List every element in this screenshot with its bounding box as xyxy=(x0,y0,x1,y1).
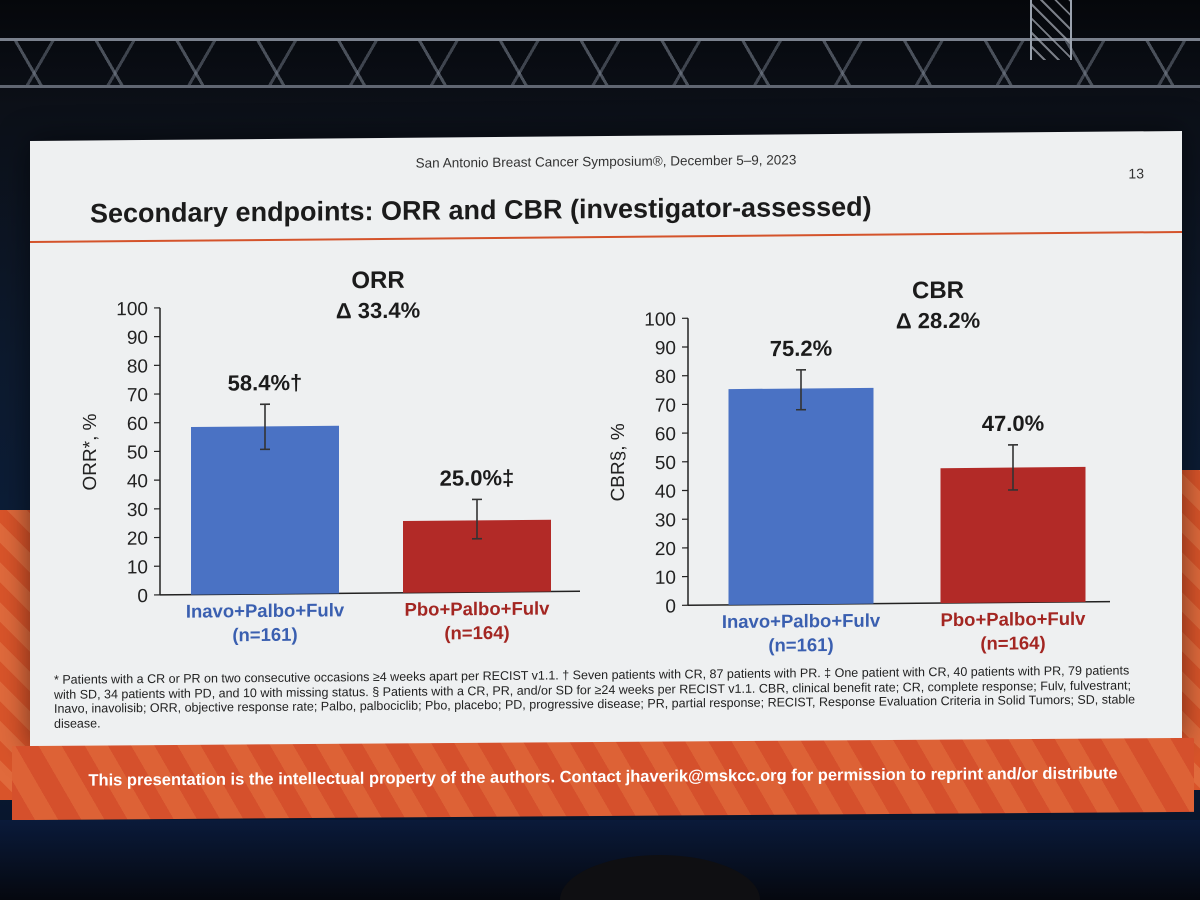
footer-copyright: This presentation is the intellectual pr… xyxy=(88,764,1118,790)
chart-cbr-category-n: (n=164) xyxy=(980,632,1045,654)
chart-orr-y-tick-label: 0 xyxy=(137,586,148,607)
chart-orr-delta: Δ 33.4% xyxy=(336,298,420,324)
chart-orr-y-tick-label: 50 xyxy=(127,442,148,463)
chart-orr-category-label: Inavo+Palbo+Fulv xyxy=(186,599,345,621)
chart-cbr-y-tick-label: 30 xyxy=(655,510,676,531)
chart-cbr-category-label: Pbo+Palbo+Fulv xyxy=(941,608,1087,630)
chart-cbr-y-tick-label: 50 xyxy=(655,453,676,474)
chart-cbr-y-tick-label: 10 xyxy=(655,568,676,589)
chart-cbr-y-tick-label: 100 xyxy=(644,309,676,330)
chart-orr-category-n: (n=161) xyxy=(232,624,297,646)
chart-cbr-y-tick-label: 80 xyxy=(655,367,676,388)
chart-orr-y-tick-label: 100 xyxy=(116,299,148,320)
chart-orr-y-tick-label: 70 xyxy=(127,385,148,406)
chart-orr-y-axis-label: ORR*, % xyxy=(80,413,101,490)
chart-cbr-category-label: Inavo+Palbo+Fulv xyxy=(722,610,881,632)
chart-orr-y-tick-label: 40 xyxy=(127,471,148,492)
chart-cbr-y-tick-label: 70 xyxy=(655,395,676,416)
chart-cbr-y-axis-label: CBR§, % xyxy=(608,423,629,501)
stage-backdrop-right xyxy=(1182,470,1200,790)
chart-orr-value-label: 25.0%‡ xyxy=(440,465,515,491)
chart-orr-y-tick-label: 10 xyxy=(127,557,148,578)
chart-cbr-y-tick-label: 60 xyxy=(655,424,676,445)
stage-truss-vertical xyxy=(1030,0,1072,60)
chart-orr-bar-pbo xyxy=(403,519,551,593)
chart-cbr-y-tick-label: 90 xyxy=(655,338,676,359)
chart-cbr-bar-inavo xyxy=(728,387,874,605)
chart-orr-bar-inavo xyxy=(191,425,339,595)
chart-cbr-category-n: (n=161) xyxy=(768,634,833,656)
chart-orr-value-label: 58.4%† xyxy=(228,370,303,396)
chart-orr-category-label: Pbo+Palbo+Fulv xyxy=(405,597,551,619)
chart-orr-category-n: (n=164) xyxy=(444,622,509,644)
presentation-slide: San Antonio Breast Cancer Symposium®, De… xyxy=(30,130,1182,752)
chart-cbr-y-tick-label: 20 xyxy=(655,539,676,560)
chart-cbr-delta: Δ 28.2% xyxy=(896,308,980,334)
chart-orr-title: ORR xyxy=(351,267,404,294)
footnote: * Patients with a CR or PR on two consec… xyxy=(54,663,1136,731)
chart-cbr-title: CBR xyxy=(912,277,964,304)
chart-cbr-bar-pbo xyxy=(940,466,1086,604)
chart-orr-y-tick-label: 80 xyxy=(127,356,148,377)
chart-cbr-value-label: 75.2% xyxy=(770,336,832,362)
chart-orr-y-tick-label: 60 xyxy=(127,414,148,435)
chart-cbr-y-tick-label: 40 xyxy=(655,482,676,503)
chart-orr-y-tick-label: 30 xyxy=(127,500,148,521)
chart-cbr-value-label: 47.0% xyxy=(982,411,1044,437)
chart-orr-y-tick-label: 90 xyxy=(127,328,148,349)
chart-orr-y-tick-label: 20 xyxy=(127,529,148,550)
footer-bar: This presentation is the intellectual pr… xyxy=(12,737,1194,821)
stage-truss xyxy=(0,38,1200,88)
chart-cbr-y-tick-label: 0 xyxy=(665,596,676,617)
